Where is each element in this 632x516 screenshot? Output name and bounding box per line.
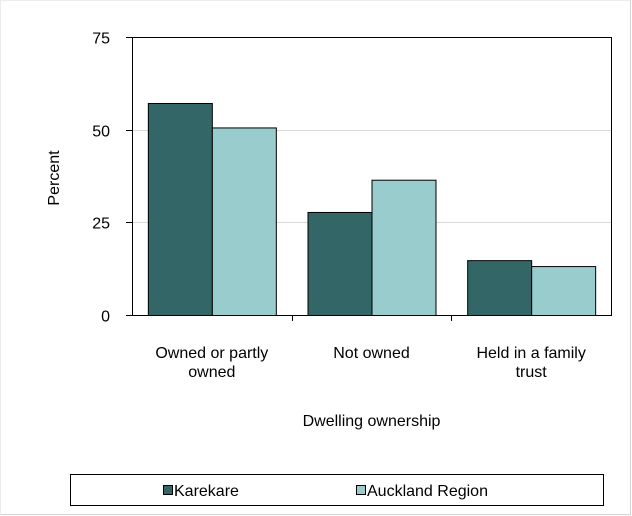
legend-label: Karekare: [174, 483, 239, 500]
legend-box: [70, 474, 604, 506]
x-tick-label-line: Not owned: [333, 345, 410, 362]
legend-label: Auckland Region: [367, 483, 488, 500]
y-tick-label: 50: [92, 124, 110, 141]
x-tick-label-line: Owned or partly: [155, 345, 268, 362]
x-tick-label: Owned or partly owned: [155, 345, 268, 381]
y-axis-title: Percent: [46, 150, 63, 206]
y-axis-ticks: 0 25 50 75: [92, 31, 132, 326]
bar-karekare: [307, 211, 373, 316]
y-tick-label: 25: [92, 216, 110, 233]
bar-auckland-region: [211, 127, 277, 316]
x-axis-ticks: Owned or partly owned Not owned Held in a f…: [155, 315, 586, 381]
y-tick-label: 0: [101, 309, 110, 326]
y-tick-label: 75: [92, 31, 110, 48]
x-tick-label: Held in a family trust: [476, 345, 585, 381]
x-axis-title: Dwelling ownership: [303, 413, 441, 430]
bar-auckland-region: [531, 266, 597, 316]
x-tick-label-line: Held in a family: [476, 345, 585, 362]
bar-auckland-region: [371, 179, 437, 316]
legend-swatch: [163, 485, 173, 495]
bar-karekare: [147, 102, 213, 316]
x-tick-label: Not owned: [333, 345, 410, 362]
x-tick-label-line: owned: [188, 364, 235, 381]
legend: Karekare Auckland Region: [70, 474, 604, 506]
bar-karekare: [467, 260, 533, 316]
x-tick-label-line: trust: [516, 364, 548, 381]
legend-swatch: [356, 485, 366, 495]
plot-area-border: [132, 37, 612, 316]
bars: [147, 102, 597, 316]
